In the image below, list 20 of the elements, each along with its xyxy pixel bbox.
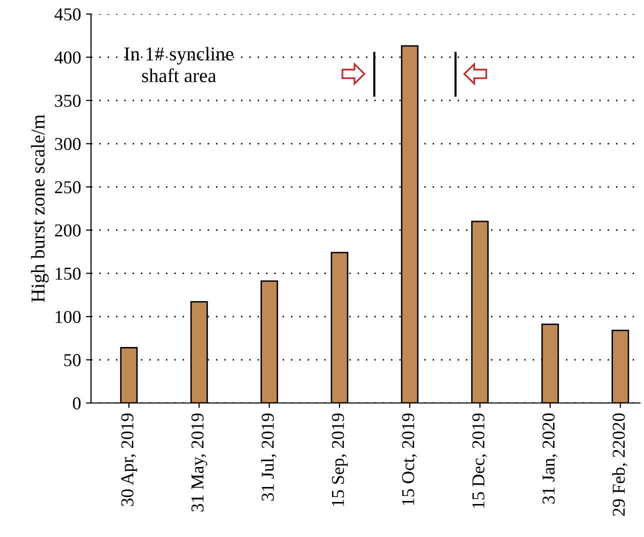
x-tick-label: 30 Apr, 2019 [121, 413, 138, 506]
x-tick-label: 31 Jan, 2020 [542, 413, 558, 504]
x-tick-label: 15 Sep, 2019 [332, 413, 348, 506]
y-tick-label: 250 [54, 181, 81, 194]
x-tick-label: 15 Dec, 2019 [472, 413, 488, 508]
y-tick-label: 200 [54, 224, 81, 237]
y-tick-label: 50 [64, 354, 81, 366]
y-tick-label: 150 [56, 268, 81, 280]
y-tick-label: 100 [56, 310, 81, 323]
y-tick-label: 450 [54, 8, 81, 20]
annotation: In 1# syncline shaft area [124, 46, 234, 82]
y-tick-label: 350 [55, 94, 81, 107]
x-tick-label: 29 Feb, 22020 [612, 413, 628, 516]
y-tick-label: 300 [55, 138, 81, 150]
y-tick-label: 0 [72, 397, 81, 410]
y-tick-label: 400 [54, 51, 81, 64]
x-tick-label: 31 Jul, 2019 [261, 413, 276, 501]
x-tick-label: 15 Oct, 2019 [402, 413, 417, 505]
x-tick-label: 31 May, 2019 [191, 413, 208, 512]
y-axis-title: High burst zone scale/m [30, 114, 49, 302]
